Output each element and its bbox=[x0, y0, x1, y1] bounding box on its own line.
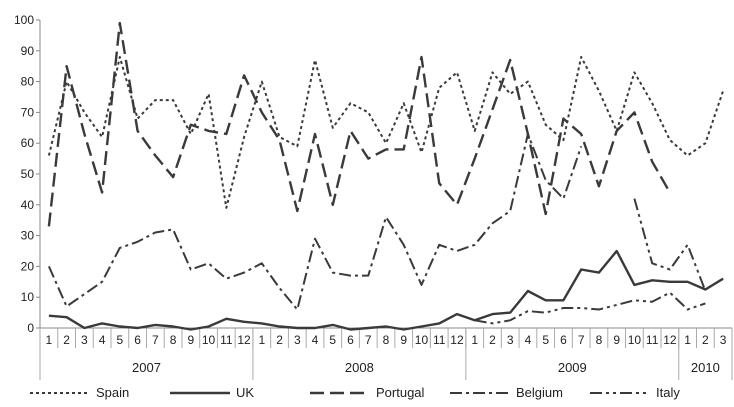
x-tick-label: 3 bbox=[720, 333, 727, 347]
chart-axes bbox=[39, 20, 732, 329]
legend-label-italy: Italy bbox=[656, 385, 680, 400]
y-tick-label: 40 bbox=[21, 198, 35, 212]
x-tick-label: 2 bbox=[489, 333, 496, 347]
x-tick-label: 1 bbox=[258, 333, 265, 347]
y-tick-label: 60 bbox=[21, 136, 35, 150]
x-tick-label: 5 bbox=[542, 333, 549, 347]
x-tick-label: 12 bbox=[663, 333, 677, 347]
x-tick-label: 1 bbox=[46, 333, 53, 347]
y-axis-ticks: 0 10 20 30 40 50 60 70 80 90 100 bbox=[14, 13, 40, 335]
x-tick-label: 4 bbox=[312, 333, 319, 347]
series-line-portugal bbox=[47, 21, 671, 227]
x-tick-label: 1 bbox=[471, 333, 478, 347]
x-tick-label: 7 bbox=[365, 333, 372, 347]
y-tick-label: 100 bbox=[14, 13, 34, 27]
series-line-uk bbox=[48, 249, 724, 331]
y-tick-label: 10 bbox=[21, 290, 35, 304]
x-tick-label: 4 bbox=[99, 333, 106, 347]
y-tick-label: 30 bbox=[21, 229, 35, 243]
series-line-italy bbox=[474, 291, 706, 325]
y-tick-label: 80 bbox=[21, 75, 35, 89]
x-tick-label: 9 bbox=[187, 333, 194, 347]
x-tick-label: 2 bbox=[276, 333, 283, 347]
x-tick-label: 3 bbox=[81, 333, 88, 347]
x-tick-label: 2 bbox=[702, 333, 709, 347]
x-tick-label: 9 bbox=[613, 333, 620, 347]
x-tick-label: 5 bbox=[117, 333, 124, 347]
x-tick-label: 12 bbox=[237, 333, 251, 347]
y-tick-label: 0 bbox=[27, 321, 34, 335]
x-tick-label: 11 bbox=[646, 333, 659, 347]
series-lines bbox=[47, 21, 725, 331]
legend-label-spain: Spain bbox=[96, 385, 129, 400]
year-label: 2010 bbox=[691, 360, 720, 375]
series-line-italy-segment bbox=[633, 198, 707, 292]
x-tick-label: 10 bbox=[628, 333, 642, 347]
x-axis-ticks: 1 2 3 4 5 6 7 8 9 10 11 12 1 2 3 4 5 6 7 8 9 10 11 12 1 2 3 4 5 6 7 8 9 1… bbox=[39, 328, 733, 380]
year-label: 2009 bbox=[558, 360, 587, 375]
x-tick-label: 6 bbox=[347, 333, 354, 347]
x-tick-label: 8 bbox=[170, 333, 177, 347]
x-tick-label: 6 bbox=[560, 333, 567, 347]
y-tick-label: 90 bbox=[21, 44, 35, 58]
y-tick-label: 20 bbox=[21, 259, 35, 273]
x-tick-label: 12 bbox=[450, 333, 464, 347]
x-tick-label: 9 bbox=[400, 333, 407, 347]
y-tick-label: 50 bbox=[21, 167, 35, 181]
x-tick-label: 2 bbox=[63, 333, 70, 347]
x-tick-label: 8 bbox=[596, 333, 603, 347]
x-tick-label: 11 bbox=[433, 333, 446, 347]
x-tick-label: 10 bbox=[415, 333, 429, 347]
year-label: 2007 bbox=[132, 360, 161, 375]
x-tick-label: 8 bbox=[383, 333, 390, 347]
x-tick-label: 6 bbox=[134, 333, 141, 347]
x-tick-label: 3 bbox=[294, 333, 301, 347]
legend-label-belgium: Belgium bbox=[516, 385, 563, 400]
x-tick-label: 4 bbox=[525, 333, 532, 347]
x-tick-label: 10 bbox=[202, 333, 216, 347]
x-tick-label: 3 bbox=[507, 333, 514, 347]
series-line-belgium bbox=[47, 133, 583, 311]
legend-label-portugal: Portugal bbox=[376, 385, 425, 400]
legend: Spain UK Portugal Belgium Italy bbox=[30, 385, 680, 400]
x-tick-label: 11 bbox=[220, 333, 233, 347]
x-tick-label: 1 bbox=[684, 333, 691, 347]
x-tick-label: 5 bbox=[329, 333, 336, 347]
y-tick-label: 70 bbox=[21, 105, 35, 119]
year-label: 2008 bbox=[345, 360, 374, 375]
legend-label-uk: UK bbox=[236, 385, 254, 400]
x-tick-label: 7 bbox=[578, 333, 585, 347]
series-line-spain bbox=[47, 56, 725, 209]
x-tick-label: 7 bbox=[152, 333, 159, 347]
